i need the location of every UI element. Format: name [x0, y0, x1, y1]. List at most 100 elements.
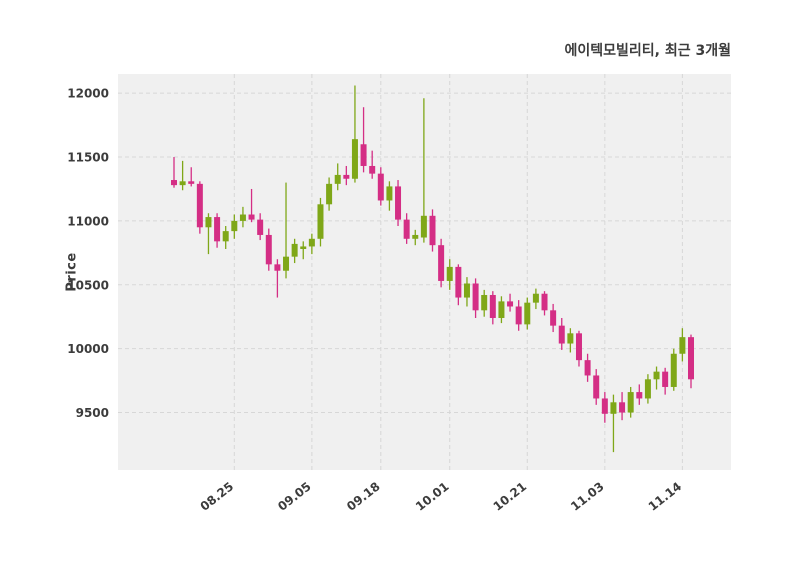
candle-body	[265, 234, 272, 265]
candle	[334, 163, 341, 191]
candle-body	[377, 173, 384, 201]
candle-body	[300, 246, 307, 250]
candle	[274, 259, 281, 298]
candle	[283, 182, 290, 279]
candle-body	[326, 183, 333, 205]
candle	[412, 229, 419, 246]
candle	[463, 277, 470, 307]
candle	[446, 259, 453, 290]
candle-body	[188, 181, 195, 184]
candle	[662, 367, 669, 395]
candle-body	[274, 264, 281, 271]
candle	[498, 296, 505, 324]
candle	[644, 374, 651, 404]
candle-body	[412, 234, 419, 239]
candle	[395, 180, 402, 227]
candle-body	[179, 181, 186, 186]
chart-title: 에이텍모빌리티, 최근 3개월	[564, 43, 732, 59]
candle	[515, 300, 522, 331]
x-tick-label: 10.21	[491, 479, 530, 513]
candle	[291, 238, 298, 264]
candle-body	[386, 186, 393, 201]
candle	[196, 181, 203, 234]
candle-body	[679, 337, 686, 354]
candle-body	[420, 215, 427, 238]
candle-body	[231, 220, 238, 232]
candle-body	[446, 266, 453, 281]
candle-body	[257, 219, 264, 235]
candle-body	[584, 360, 591, 376]
candle-body	[507, 301, 514, 307]
candle-body	[196, 183, 203, 228]
x-tick-label: 10.01	[413, 479, 452, 513]
candle-body	[205, 217, 212, 228]
candle-body	[532, 293, 539, 303]
candle	[636, 384, 643, 405]
candle	[248, 188, 255, 223]
candle-body	[239, 214, 246, 221]
candle	[584, 353, 591, 382]
candle-body	[283, 256, 290, 271]
candle	[575, 330, 582, 367]
candle	[679, 328, 686, 362]
candle-body	[291, 243, 298, 257]
y-tick-label: 11000	[67, 214, 109, 228]
candle-body	[627, 392, 634, 413]
candle-body	[334, 174, 341, 184]
candle	[627, 386, 634, 418]
candle-body	[171, 180, 177, 186]
candle	[386, 181, 393, 211]
candle	[222, 226, 229, 250]
candle-body	[222, 231, 229, 242]
candle-body	[429, 215, 436, 246]
candle	[507, 293, 514, 312]
candle	[326, 177, 333, 211]
candle-body	[644, 379, 651, 399]
candle	[653, 366, 660, 390]
candle-body	[455, 266, 462, 298]
candle-body	[438, 245, 445, 281]
candle	[188, 167, 195, 187]
candle-body	[601, 398, 608, 414]
y-tick-label: 10000	[67, 342, 109, 356]
candle	[670, 348, 677, 391]
candle-body	[498, 301, 505, 318]
candle	[524, 297, 531, 330]
candle	[317, 197, 324, 247]
candle	[171, 157, 177, 188]
candle	[420, 98, 427, 243]
candle	[377, 167, 384, 206]
candle	[308, 233, 315, 255]
candle-body	[662, 371, 669, 387]
candle-body	[317, 204, 324, 239]
candle	[601, 392, 608, 423]
x-tick-label: 11.03	[568, 479, 607, 513]
candle-body	[214, 217, 221, 242]
y-tick-label: 10500	[67, 278, 109, 292]
y-tick-label: 9500	[76, 406, 109, 420]
x-tick-label: 11.14	[646, 479, 685, 513]
candle-body	[688, 337, 694, 380]
candle-body	[575, 333, 582, 361]
candle	[231, 214, 238, 239]
candle	[214, 213, 221, 248]
candle-body	[515, 306, 522, 325]
candle	[541, 291, 548, 316]
candle-body	[558, 325, 565, 344]
candle	[619, 392, 626, 421]
candle	[550, 303, 557, 333]
x-tick-label: 09.18	[344, 479, 383, 513]
candle	[179, 160, 186, 191]
candle	[429, 209, 436, 252]
candle-body	[550, 310, 557, 326]
candle	[472, 278, 479, 318]
candle	[558, 317, 565, 350]
candle-body	[489, 294, 496, 318]
candle-body	[481, 294, 488, 311]
y-tick-label: 12000	[67, 87, 109, 101]
candle	[205, 213, 212, 255]
candle-body	[653, 371, 660, 380]
candle-body	[343, 174, 350, 179]
candle-body	[567, 333, 574, 344]
